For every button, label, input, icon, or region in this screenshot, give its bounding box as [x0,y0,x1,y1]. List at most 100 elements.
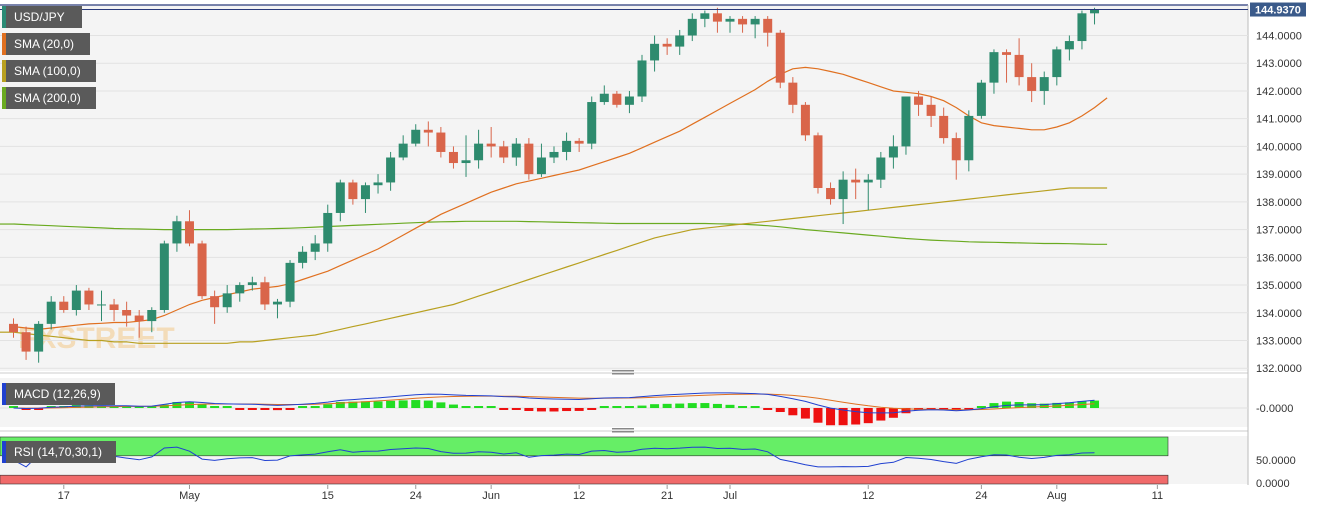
candle [637,54,647,103]
candle-body [122,310,132,316]
macd-histogram-bar [474,406,484,408]
legend-macd[interactable]: MACD (12,26,9) [2,383,115,405]
pane-resize-handle[interactable] [612,370,634,375]
candle [1002,49,1012,83]
candle [235,282,245,302]
rsi-bands [0,436,1169,485]
candle-body [562,140,572,152]
x-tick-label: 24 [410,490,422,502]
candle [536,143,546,177]
candle-body [1090,9,1100,14]
macd-histogram-bar [536,408,546,412]
candle-body [951,138,961,161]
x-tick-label: Jul [723,490,737,502]
candle [1077,10,1087,50]
macd-histogram-bar [499,408,509,410]
candle-body [474,143,484,161]
pane-resize-handle[interactable] [612,428,634,433]
candle [436,127,446,158]
macd-histogram-bar [964,408,974,410]
candle [423,121,433,147]
candle [675,29,685,55]
macd-indicator: -0.0000 [0,392,1293,426]
candle-body [1064,41,1074,50]
macd-histogram-bar [876,408,886,421]
candle [134,310,144,338]
x-tick-label: 11 [1152,490,1163,502]
macd-histogram-bar [147,406,157,408]
candle-body [436,132,446,152]
macd-histogram-bar [486,406,496,408]
macd-histogram-bar [436,402,446,408]
candle-body [876,157,886,180]
candle [159,240,169,313]
candle-body [524,143,534,175]
candle [398,135,408,161]
x-tick-label: 24 [975,490,987,502]
candle-body [423,129,433,133]
legend-rsi[interactable]: RSI (14,70,30,1) [2,441,116,463]
macd-line [13,392,1095,414]
legend-sma100[interactable]: SMA (100,0) [2,60,96,82]
candle-body [109,304,119,310]
x-tick-label: May [179,490,200,502]
y-tick-label: 144.0000 [1256,31,1302,43]
macd-histogram-bar [549,408,559,412]
rsi-y-tick: 50.0000 [1256,455,1296,467]
candle [310,235,320,261]
candle [650,35,660,72]
candle-body [788,82,798,105]
y-tick-label: 138.0000 [1256,197,1302,209]
macd-histogram-bar [323,404,333,408]
candle-body [84,290,94,305]
macd-histogram-bar [210,406,220,408]
y-tick-label: 132.0000 [1256,363,1302,375]
candle [712,7,722,33]
candle-body [612,93,622,105]
candle-body [549,151,559,158]
y-tick-label: 143.0000 [1256,58,1302,70]
macd-histogram-bar [800,408,810,419]
candle-body [650,43,660,61]
candle-body [863,179,873,183]
candle [298,246,308,269]
candle-body [260,282,270,305]
candle [272,298,282,319]
macd-histogram-bar [1002,401,1012,408]
candle [222,285,232,313]
candle [687,13,697,42]
candle [21,326,31,360]
legend-usdjpy[interactable]: USD/JPY [2,6,82,28]
macd-histogram-bar [398,400,408,408]
candle [914,90,924,116]
y-tick-label: 134.0000 [1256,308,1302,320]
macd-histogram-bar [235,408,245,410]
macd-histogram-bar [637,405,647,408]
candle-body [888,146,898,158]
y-tick-label: 137.0000 [1256,225,1302,237]
candle [323,204,333,252]
candle [260,276,270,310]
legend-sma200[interactable]: SMA (200,0) [2,87,96,109]
macd-histogram-bar [826,408,836,426]
candle-body [637,60,647,97]
candle [499,140,509,164]
candle [147,307,157,333]
sma100-line [13,187,1108,344]
candle-body [926,104,936,116]
rsi-overbought-band [0,436,1169,457]
y-tick-label: 140.0000 [1256,141,1302,153]
candle-body [285,262,295,302]
candle [738,16,748,33]
macd-histogram-bar [813,408,823,423]
candle [813,132,823,194]
candle-body [738,18,748,25]
candle-body [222,293,232,308]
candle [725,16,735,33]
candle [926,96,936,127]
macd-histogram-bar [612,406,622,408]
legend-sma20[interactable]: SMA (20,0) [2,33,90,55]
candle [96,290,106,322]
sma200-line [13,220,1108,245]
candle [1052,46,1062,86]
